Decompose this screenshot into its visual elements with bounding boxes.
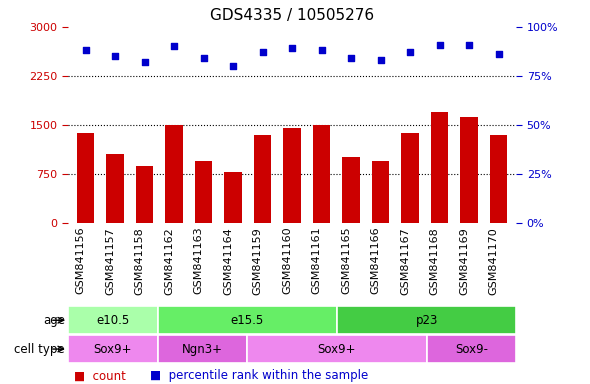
Text: GSM841160: GSM841160 <box>282 227 292 295</box>
Bar <box>313 125 330 223</box>
Bar <box>337 306 516 334</box>
Text: GSM841166: GSM841166 <box>371 227 381 295</box>
Text: Sox9+: Sox9+ <box>93 343 132 356</box>
Text: GSM841157: GSM841157 <box>105 227 115 295</box>
Text: e15.5: e15.5 <box>231 314 264 327</box>
Bar <box>106 154 124 223</box>
Point <box>140 59 149 65</box>
Point <box>199 55 208 61</box>
Point <box>494 51 503 57</box>
Bar <box>165 125 183 223</box>
Text: GSM841158: GSM841158 <box>135 227 145 295</box>
Bar <box>68 306 158 334</box>
Point <box>81 47 90 53</box>
Point <box>376 57 385 63</box>
Text: GSM841165: GSM841165 <box>341 227 351 295</box>
Bar <box>490 135 507 223</box>
Point <box>317 47 326 53</box>
Text: GSM841159: GSM841159 <box>253 227 263 295</box>
Bar <box>460 117 478 223</box>
Text: GSM841168: GSM841168 <box>430 227 440 295</box>
Text: GSM841162: GSM841162 <box>164 227 174 295</box>
Text: Ngn3+: Ngn3+ <box>182 343 223 356</box>
Text: GSM841164: GSM841164 <box>223 227 233 295</box>
Bar <box>283 128 301 223</box>
Point <box>110 53 120 59</box>
Bar <box>158 335 247 363</box>
Title: GDS4335 / 10505276: GDS4335 / 10505276 <box>210 8 374 23</box>
Text: GSM841161: GSM841161 <box>312 227 322 295</box>
Text: GSM841167: GSM841167 <box>400 227 410 295</box>
Text: e10.5: e10.5 <box>96 314 129 327</box>
Text: GSM841156: GSM841156 <box>76 227 86 295</box>
Bar <box>254 135 271 223</box>
Bar <box>401 132 419 223</box>
Point <box>169 43 179 50</box>
Bar <box>431 112 448 223</box>
Text: ■  count: ■ count <box>74 369 126 382</box>
Point <box>435 41 444 48</box>
Point <box>258 49 267 55</box>
Text: Sox9+: Sox9+ <box>317 343 356 356</box>
Bar <box>224 172 242 223</box>
Text: age: age <box>43 314 65 327</box>
Bar <box>372 161 389 223</box>
Text: GSM841163: GSM841163 <box>194 227 204 295</box>
Point <box>405 49 415 55</box>
Bar <box>158 306 337 334</box>
Bar <box>427 335 516 363</box>
Bar <box>136 166 153 223</box>
Point <box>228 63 238 69</box>
Text: ■  percentile rank within the sample: ■ percentile rank within the sample <box>150 369 369 382</box>
Point <box>346 55 356 61</box>
Point <box>464 41 474 48</box>
Text: GSM841169: GSM841169 <box>459 227 469 295</box>
Text: Sox9-: Sox9- <box>455 343 488 356</box>
Text: GSM841170: GSM841170 <box>489 227 499 295</box>
Bar <box>247 335 427 363</box>
Point <box>287 45 297 51</box>
Text: p23: p23 <box>415 314 438 327</box>
Bar <box>195 161 212 223</box>
Bar <box>342 157 360 223</box>
Text: cell type: cell type <box>14 343 65 356</box>
Bar <box>77 132 94 223</box>
Bar <box>68 335 158 363</box>
